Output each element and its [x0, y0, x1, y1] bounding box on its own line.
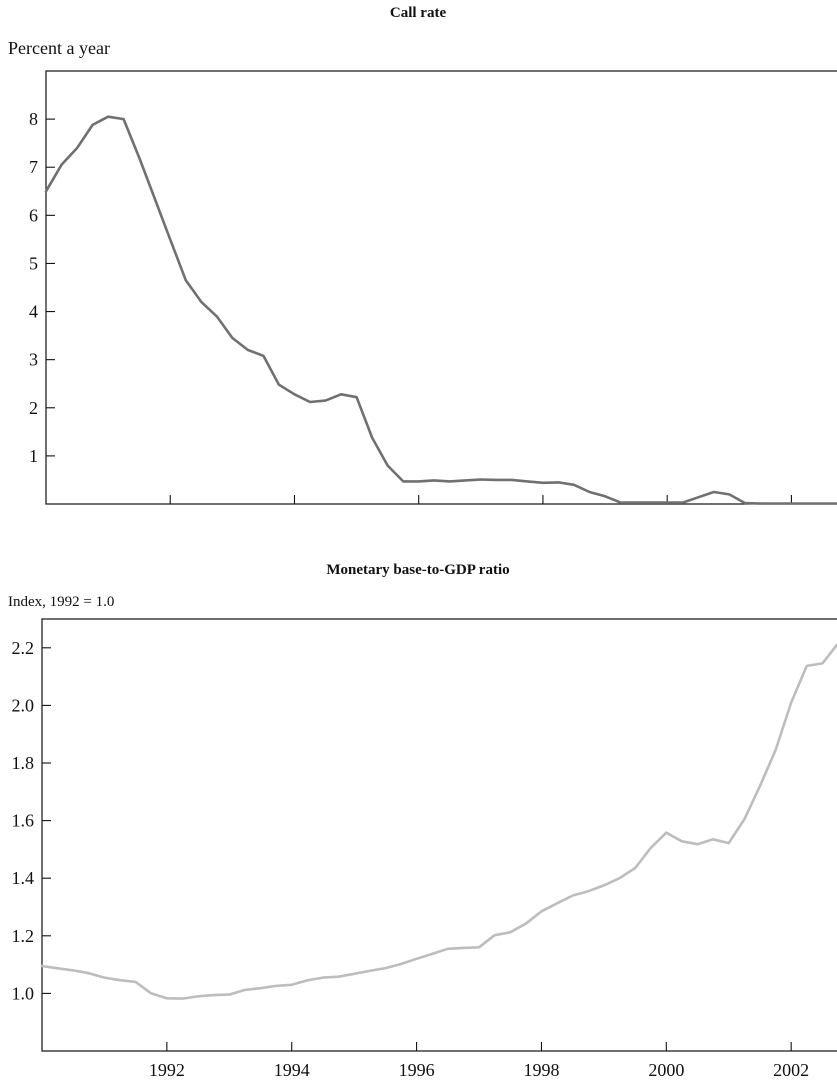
y-axis-label: Index, 1992 = 1.0: [8, 594, 114, 610]
y-tick-label: 6: [29, 205, 38, 225]
chart-title: Monetary base-to-GDP ratio: [326, 562, 509, 578]
series-line: [40, 642, 837, 1000]
x-tick-label: 2002: [773, 1060, 809, 1080]
x-tick-label: 2000: [648, 1060, 684, 1080]
y-tick-label: 5: [29, 253, 38, 273]
monetary-base-series: [40, 642, 837, 1000]
call-rate-chart: Call rate Percent a year 1 2 3 4 5 6 7 8: [8, 5, 837, 505]
x-tick-label: 1998: [523, 1060, 559, 1080]
y-tick-label: 2.2: [12, 638, 35, 658]
y-tick-label: 1.4: [12, 868, 35, 888]
monetary-base-chart: Monetary base-to-GDP ratio Index, 1992 =…: [8, 562, 837, 1080]
series-line: [44, 115, 837, 505]
call-rate-series: [44, 115, 837, 505]
y-tick-label: 1.8: [12, 753, 35, 773]
y-tick-label: 1.6: [12, 811, 35, 831]
x-tick-label: 1992: [149, 1060, 185, 1080]
y-tick-label: 7: [29, 157, 38, 177]
y-tick-label: 4: [29, 302, 38, 322]
y-tick-label: 1.2: [12, 926, 35, 946]
chart-title: Call rate: [390, 5, 447, 21]
y-axis-label: Percent a year: [8, 38, 110, 58]
y-tick-label: 3: [29, 350, 38, 370]
x-tick-label: 1996: [399, 1060, 435, 1080]
x-axis-ticks: 1992 1994 1996 1998 2000 2002: [149, 1042, 809, 1080]
y-tick-label: 1: [29, 446, 38, 466]
y-tick-label: 2.0: [12, 695, 35, 715]
plot-frame: [41, 618, 837, 1052]
y-axis-ticks: 1 2 3 4 5 6 7 8: [29, 109, 55, 466]
y-axis-ticks: 1.0 1.2 1.4 1.6 1.8 2.0 2.2: [12, 638, 51, 1003]
x-tick-label: 1994: [274, 1060, 310, 1080]
y-tick-label: 1.0: [12, 983, 35, 1003]
y-tick-label: 2: [29, 398, 38, 418]
y-tick-label: 8: [29, 109, 38, 129]
plot-frame: [45, 70, 837, 505]
